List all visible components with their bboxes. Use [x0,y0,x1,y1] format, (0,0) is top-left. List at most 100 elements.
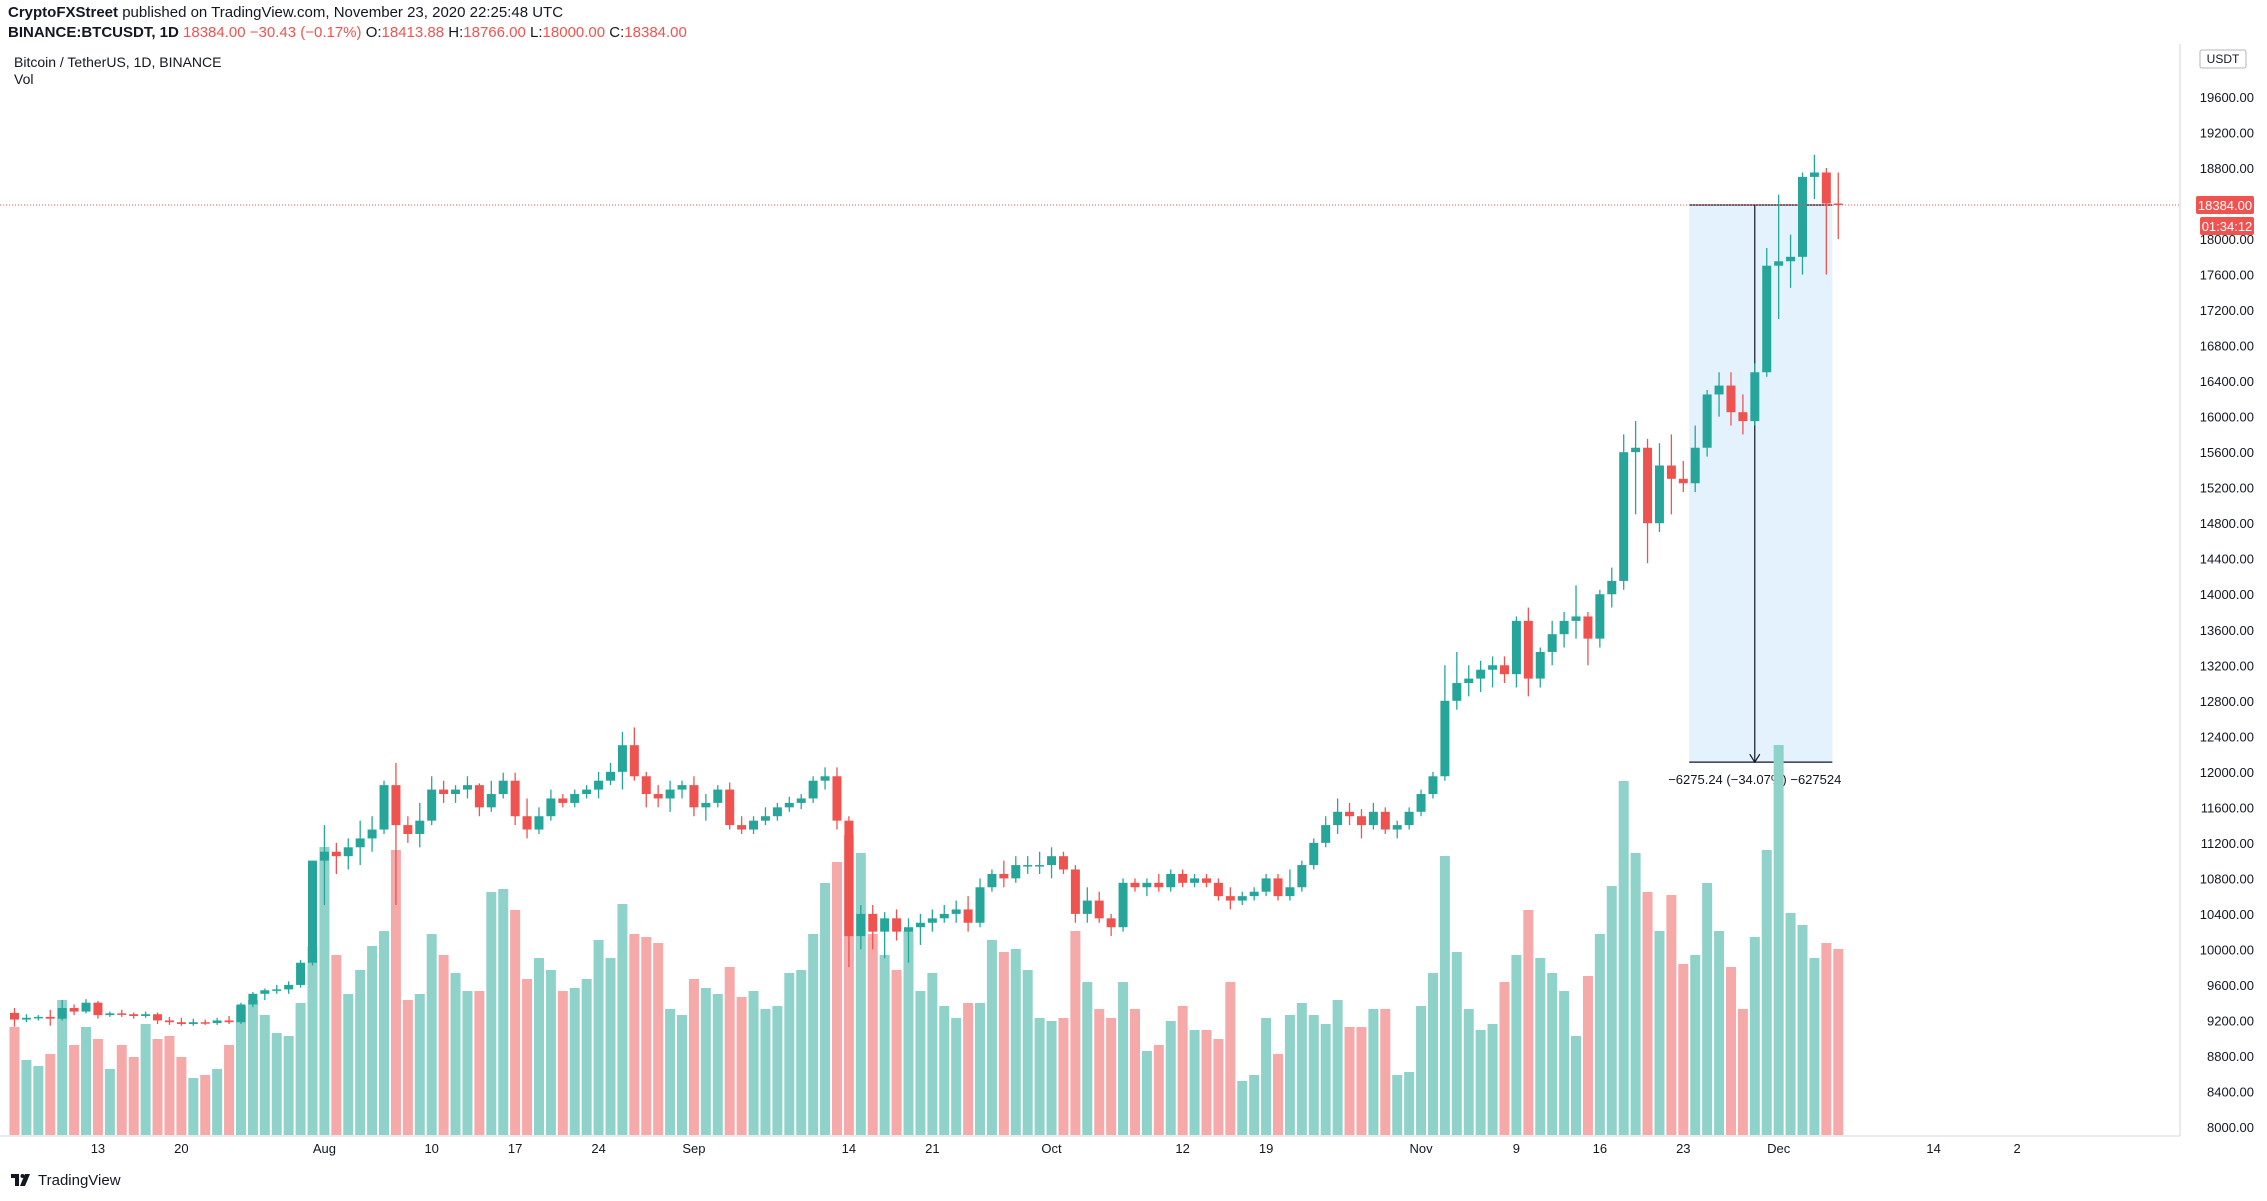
candle-body [439,789,449,795]
volume-bar [462,991,473,1135]
candle-body [1523,620,1533,679]
candle-body [594,780,604,790]
candle-body [1774,261,1784,266]
volume-bar [1153,1045,1164,1135]
time-tick-label: 21 [925,1141,939,1156]
volume-bar [593,940,604,1135]
volume-bar [1690,955,1701,1135]
candle-body [1106,918,1116,928]
volume-bar [1737,1009,1748,1135]
time-axis[interactable]: 13 20 Aug 10 17 24 Sep 14 21 Oct 12 19 Nov 9 16 23 Dec 14… [0,1135,2180,1156]
volume-bar [784,973,795,1135]
measure-tool[interactable]: −6275.24 (−34.07%) −627524 [1668,204,1841,787]
volume-bar [879,955,890,1135]
price-tick-label: 16400.00 [2200,374,2254,389]
measure-range-box[interactable] [1689,204,1833,763]
volume-bar [1475,1030,1486,1135]
last-price: 18384.00 [183,24,246,41]
time-axis-ticks: 13 20 Aug 10 17 24 Sep 14 21 Oct 12 19 Nov 9 16 23 Dec 14… [91,1141,2021,1156]
volume-legend[interactable]: Vol [14,71,34,87]
candle-body [45,1016,55,1019]
volume-bar [1785,913,1796,1135]
price-tick-label: 8800.00 [2207,1049,2254,1064]
candle-body [93,1002,103,1016]
time-tick-label: Dec [1767,1141,1791,1156]
candle-body [844,820,854,937]
volume-bar [855,853,866,1135]
time-tick-label: Nov [1409,1141,1433,1156]
low-label: L: [530,24,543,41]
volume-bar [712,994,723,1135]
volume-bar [891,970,902,1135]
candle-body [832,776,842,821]
price-tick-label: 9600.00 [2207,978,2254,993]
footer-brand[interactable]: TradingView [38,1172,121,1189]
volume-bar [760,1009,771,1135]
price-tick-label: 17600.00 [2200,268,2254,283]
candle-body [1154,882,1164,888]
price-tick-label: 12800.00 [2200,694,2254,709]
volume-bar [450,973,461,1135]
volume-bar [188,1078,199,1135]
price-axis[interactable]: 8000.00 8400.00 8800.00 9200.00 9600.00 10000… [2179,44,2254,1136]
volume-bar [426,934,437,1135]
candle-body [975,887,985,923]
volume-bar [569,988,580,1135]
volume-bar [986,940,997,1135]
candle-body [760,816,770,821]
close-value: 18384.00 [624,24,687,41]
volume-bar [545,970,556,1135]
volume-bar [510,910,521,1135]
volume-bar [653,943,664,1135]
price-tick-label: 10800.00 [2200,871,2254,886]
volume-bar [557,991,568,1135]
volume-bar [486,892,497,1135]
candle-body [927,918,937,923]
time-tick-label: 14 [1926,1141,1940,1156]
candle-body [1368,811,1378,826]
candle-body [1142,882,1152,888]
candle-body [546,798,556,817]
candle-body [701,802,711,808]
price-tick-label: 16800.00 [2200,339,2254,354]
candle-body [1571,616,1581,621]
price-chart[interactable]: −6275.24 (−34.07%) −627524 8000.00 8400.0… [0,44,2267,1160]
currency-box[interactable] [2199,49,2247,69]
candle-body [164,1020,174,1023]
chart-legend-title[interactable]: Bitcoin / TetherUS, 1D, BINANCE [14,54,222,70]
volume-bar [617,904,628,1135]
candle-body [1380,811,1390,830]
volume-bar [235,1006,246,1135]
currency-label: USDT [2207,52,2240,66]
volume-bar [295,1003,306,1135]
price-tick-label: 14400.00 [2200,552,2254,567]
candle-body [1404,811,1414,826]
volume-bar [1594,934,1605,1135]
volume-bar [605,958,616,1135]
volume-bar [21,1060,32,1135]
volume-bar [1535,958,1546,1135]
volume-bar [1106,1018,1117,1135]
volume-bar [319,847,330,1135]
candle-body [582,789,592,795]
candle-body [641,776,651,795]
candle-body [1058,856,1068,870]
publisher-name[interactable]: CryptoFXStreet [8,4,119,21]
volume-bar [1463,1009,1474,1135]
candle-body [963,909,973,923]
volume-bar [1189,1030,1200,1135]
volume-bar [533,958,544,1135]
price-tick-label: 13200.00 [2200,658,2254,673]
close-label: C: [609,24,625,41]
low-value: 18000.00 [542,24,606,41]
candle-body [677,785,687,790]
candle-body [1619,452,1629,581]
volume-bar [331,955,342,1135]
volume-bar [438,955,449,1135]
volume-bar [224,1045,235,1135]
candle-body [1392,825,1402,830]
candle-body [200,1022,210,1024]
candle-body [1225,896,1235,901]
candle-body [1666,465,1676,479]
candle-body [1500,665,1509,675]
